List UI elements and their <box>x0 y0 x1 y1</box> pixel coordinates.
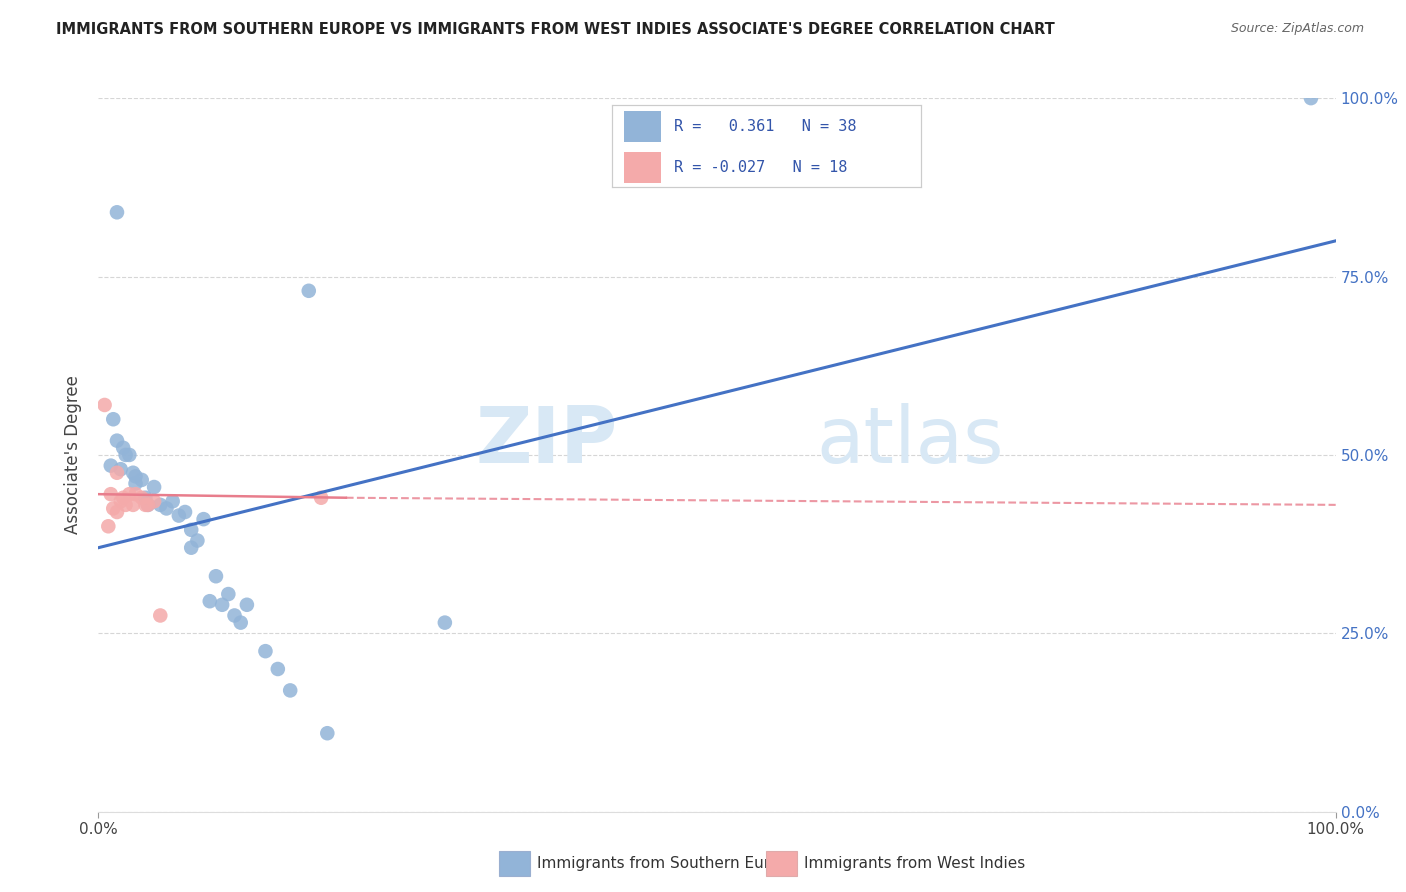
Point <box>155 501 177 516</box>
Point <box>110 462 132 476</box>
Point <box>180 541 202 555</box>
Point <box>103 412 125 426</box>
Point <box>114 498 136 512</box>
Point <box>211 598 233 612</box>
Point <box>122 466 145 480</box>
Point <box>131 473 153 487</box>
Text: atlas: atlas <box>815 402 1004 479</box>
Text: Immigrants from Southern Europe: Immigrants from Southern Europe <box>537 856 799 871</box>
Point <box>316 726 339 740</box>
Point <box>134 491 156 505</box>
Point <box>100 487 122 501</box>
Point <box>122 498 145 512</box>
Point <box>254 644 277 658</box>
Point <box>162 494 184 508</box>
Point <box>105 505 128 519</box>
Point <box>136 498 159 512</box>
Point <box>103 501 125 516</box>
Point <box>186 533 208 548</box>
Point <box>229 615 252 630</box>
Point <box>118 487 141 501</box>
Text: IMMIGRANTS FROM SOUTHERN EUROPE VS IMMIGRANTS FROM WEST INDIES ASSOCIATE'S DEGRE: IMMIGRANTS FROM SOUTHERN EUROPE VS IMMIG… <box>56 22 1054 37</box>
Point <box>167 508 190 523</box>
Point <box>97 519 120 533</box>
Y-axis label: Associate's Degree: Associate's Degree <box>65 376 83 534</box>
Text: ZIP: ZIP <box>475 402 619 479</box>
Point <box>136 498 159 512</box>
Point <box>118 448 141 462</box>
Point <box>105 205 128 219</box>
Point <box>217 587 239 601</box>
Point <box>105 434 128 448</box>
Point <box>309 491 332 505</box>
Point <box>193 512 215 526</box>
Point <box>143 480 166 494</box>
Point <box>198 594 221 608</box>
Text: Immigrants from West Indies: Immigrants from West Indies <box>804 856 1025 871</box>
Point <box>278 683 301 698</box>
Point <box>110 494 132 508</box>
Point <box>205 569 228 583</box>
Point <box>224 608 246 623</box>
Point <box>149 608 172 623</box>
Point <box>236 598 259 612</box>
Point <box>174 505 197 519</box>
Point <box>124 487 146 501</box>
Point <box>267 662 290 676</box>
Point <box>124 476 146 491</box>
Point <box>298 284 321 298</box>
Point <box>180 523 202 537</box>
Point <box>143 494 166 508</box>
Point <box>112 491 135 505</box>
Point <box>131 491 153 505</box>
Point <box>124 469 146 483</box>
Point <box>134 498 156 512</box>
Point <box>112 441 135 455</box>
Point <box>105 466 128 480</box>
Point <box>149 498 172 512</box>
Point <box>100 458 122 473</box>
Text: Source: ZipAtlas.com: Source: ZipAtlas.com <box>1230 22 1364 36</box>
Point <box>93 398 115 412</box>
Point <box>1299 91 1322 105</box>
Point <box>114 448 136 462</box>
Point <box>433 615 456 630</box>
